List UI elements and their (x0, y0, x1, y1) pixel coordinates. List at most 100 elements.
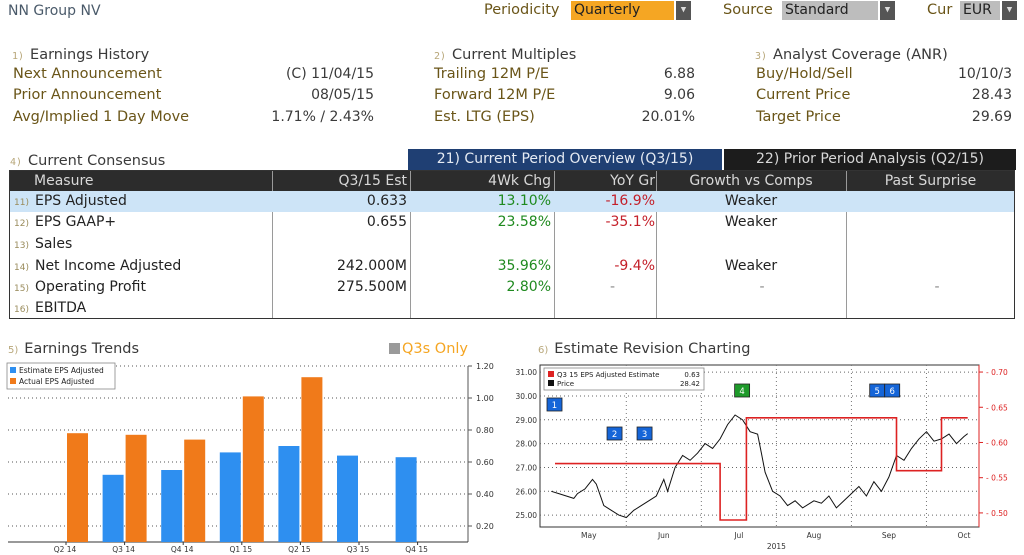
currency-select[interactable]: EUR (960, 1, 1000, 20)
forward-pe-value: 9.06 (663, 87, 695, 103)
table-row[interactable]: 16) EBITDA (10, 298, 1014, 319)
buy-hold-sell-value: 10/10/3 (958, 66, 1012, 82)
col-divider (410, 171, 411, 318)
section-number: 2) (434, 51, 447, 62)
legend-swatch-estimate (10, 367, 16, 373)
y-right-tick-label: - 0.65 (986, 403, 1008, 412)
x-tick-label: Q1 15 (229, 545, 252, 554)
chg-cell: 35.96% (497, 258, 551, 274)
header-measure[interactable]: Measure (34, 173, 94, 189)
tab-prior-period[interactable]: 22) Prior Period Analysis (Q2/15) (724, 149, 1016, 170)
measure-cell: 13) Sales (14, 236, 73, 252)
estimate-revision-title: Estimate Revision Charting (554, 341, 751, 357)
source-dropdown-icon[interactable]: ▼ (880, 1, 895, 20)
growth-cell: Weaker (724, 193, 778, 209)
header-4wk-chg[interactable]: 4Wk Chg (488, 173, 551, 189)
section-number: 3) (755, 51, 768, 62)
y-left-tick-label: 26.00 (516, 487, 538, 496)
chg-cell: 13.10% (497, 193, 551, 209)
earnings-history-title: Earnings History (30, 47, 150, 63)
earnings-history-header[interactable]: 1) Earnings History (12, 44, 149, 63)
estimate-bar (395, 457, 417, 542)
estimate-revision-chart: 25.00 26.00 27.00 28.00 29.00 30.00 31.00 - 0.5… (516, 364, 1008, 551)
actual-bar (242, 396, 264, 542)
section-number: 5) (8, 345, 19, 356)
event-marker (636, 426, 653, 441)
q3s-only-toggle[interactable]: Q3s Only (389, 341, 468, 357)
table-row[interactable]: 14) Net Income Adjusted 242.000M 35.96% -… (10, 256, 1014, 277)
analyst-coverage-header[interactable]: 3) Analyst Coverage (ANR) (755, 44, 948, 63)
actual-bar (184, 439, 206, 542)
chg-cell: 23.58% (497, 214, 551, 230)
avg-move-label: Avg/Implied 1 Day Move (13, 109, 190, 125)
header-past-surprise[interactable]: Past Surprise (884, 173, 977, 189)
tab-current-period[interactable]: 21) Current Period Overview (Q3/15) (408, 149, 722, 170)
table-row[interactable]: 15) Operating Profit 275.500M 2.80% - - - (10, 277, 1014, 298)
header-yoy-gr[interactable]: YoY Gr (610, 173, 655, 189)
current-consensus-header[interactable]: 4) Current Consensus (10, 150, 165, 169)
yoy-cell: - (609, 279, 615, 295)
measure-cell: 12) EPS GAAP+ (14, 214, 117, 230)
section-number: 4) (10, 157, 23, 168)
source-select[interactable]: Standard (782, 1, 878, 20)
measure-cell: 15) Operating Profit (14, 279, 146, 295)
event-marker-label: 1 (552, 401, 557, 411)
header-est[interactable]: Q3/15 Est (338, 173, 407, 189)
legend-label-actual: Actual EPS Adjusted (19, 377, 94, 386)
actual-bar (125, 434, 147, 542)
earnings-trends-header[interactable]: 5) Earnings Trends (8, 341, 139, 357)
analyst-coverage-section: 3) Analyst Coverage (ANR) Buy/Hold/Sell 1… (753, 44, 1015, 130)
x-tick-label: Q3 14 (112, 545, 135, 554)
x-tick-label: May (581, 531, 597, 540)
y-left-tick-label: 31.00 (516, 368, 538, 377)
measure-cell: 11) EPS Adjusted (14, 193, 127, 209)
table-row[interactable]: 12) EPS GAAP+ 0.655 23.58% -35.1% Weaker (10, 212, 1014, 233)
y-tick-label: 1.00 (476, 394, 494, 403)
y-right-tick-label: - 0.50 (986, 509, 1008, 518)
legend-swatch-price (548, 380, 554, 386)
periodicity-select[interactable]: Quarterly (571, 1, 674, 20)
forward-pe-label: Forward 12M P/E (434, 87, 556, 103)
y-left-tick-label: 30.00 (516, 392, 538, 401)
section-number: 1) (12, 51, 25, 62)
est-cell: 275.500M (337, 279, 407, 295)
y-tick-label: 1.20 (476, 362, 494, 371)
y-right-tick-label: - 0.55 (986, 474, 1008, 483)
est-ltg-label: Est. LTG (EPS) (434, 109, 535, 125)
prior-announcement-value: 08/05/15 (311, 87, 374, 103)
current-multiples-section: 2) Current Multiples Trailing 12M P/E 6.8… (432, 44, 697, 130)
surprise-cell: - (934, 279, 940, 295)
event-marker-label: 2 (612, 430, 617, 440)
earnings-trends-chart: 0.20 0.40 0.60 0.80 1.00 1.20 Q2 14 Q3 14 Q4 14 Q… (6, 362, 494, 554)
col-divider (846, 171, 847, 318)
currency-dropdown-icon[interactable]: ▼ (1002, 1, 1017, 20)
event-marker-label: 5 (874, 387, 879, 397)
table-header: Measure Q3/15 Est 4Wk Chg YoY Gr Growth … (10, 171, 1014, 191)
x-tick-label: Aug (807, 531, 822, 540)
event-marker (884, 383, 901, 398)
x-tick-label: Q4 15 (405, 545, 428, 554)
legend-label-estimate: Q3 15 EPS Adjusted Estimate (557, 371, 659, 379)
estimate-step-line (555, 416, 968, 521)
event-marker-label: 4 (739, 387, 744, 397)
current-multiples-header[interactable]: 2) Current Multiples (434, 44, 576, 63)
section-number: 6) (538, 345, 549, 356)
x-tick-label: Sep (882, 531, 896, 540)
current-price-value: 28.43 (971, 87, 1012, 103)
source-value: Standard (785, 2, 849, 18)
header-growth-vs-comps[interactable]: Growth vs Comps (689, 173, 813, 189)
x-tick-label: Q2 15 (288, 545, 311, 554)
periodicity-label: Periodicity (484, 2, 560, 18)
estimate-revision-header[interactable]: 6) Estimate Revision Charting (538, 341, 750, 357)
y-right-tick-label: - 0.60 (986, 438, 1008, 447)
x-tick-label: Q3 15 (347, 545, 370, 554)
yoy-cell: -16.9% (605, 193, 655, 209)
currency-value: EUR (963, 2, 992, 18)
y-left-tick-label: 27.00 (516, 463, 538, 472)
table-row[interactable]: 11) EPS Adjusted 0.633 13.10% -16.9% Weak… (10, 191, 1014, 212)
periodicity-dropdown-icon[interactable]: ▼ (676, 1, 691, 20)
cur-label: Cur (927, 2, 953, 18)
estimate-bar (161, 470, 183, 542)
table-row[interactable]: 13) Sales (10, 234, 1014, 255)
x-tick-label: Jul (733, 531, 743, 540)
